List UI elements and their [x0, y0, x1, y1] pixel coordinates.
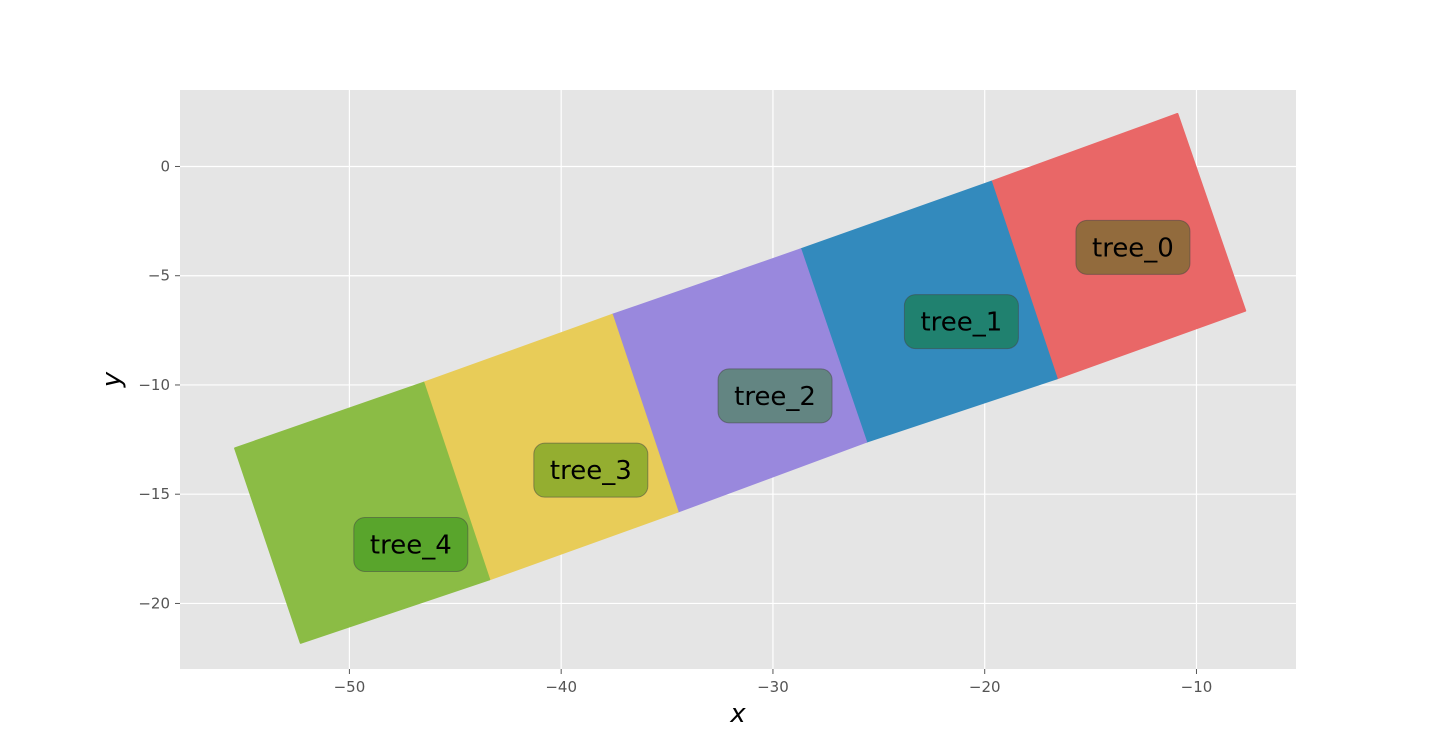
- region-tree_4: [234, 381, 491, 644]
- y-tick-label: −20: [138, 594, 170, 612]
- y-tick-label: −10: [138, 376, 170, 394]
- label-box: [1075, 219, 1191, 275]
- label-text: tree_2: [734, 382, 816, 412]
- y-axis-ticks: 0 −5 −10 −15 −20: [138, 157, 180, 612]
- label-tree_4: tree_4: [353, 516, 469, 572]
- label-box: [533, 442, 649, 498]
- y-tick-label: 0: [160, 157, 170, 175]
- label-tree_2: tree_2: [717, 368, 833, 424]
- label-text: tree_3: [550, 456, 632, 486]
- x-axis-ticks: −50 −40 −30 −20 −10: [334, 669, 1213, 696]
- x-tick-label: −10: [1181, 678, 1213, 696]
- x-tick-label: −40: [545, 678, 577, 696]
- label-box: [903, 294, 1019, 350]
- label-text: tree_4: [370, 530, 452, 560]
- label-text: tree_1: [920, 308, 1002, 338]
- x-axis-label: x: [729, 699, 746, 729]
- y-tick-label: −5: [148, 267, 170, 285]
- x-tick-label: −50: [334, 678, 366, 696]
- y-tick-label: −15: [138, 485, 170, 503]
- label-tree_3: tree_3: [533, 442, 649, 498]
- label-text: tree_0: [1092, 233, 1174, 263]
- label-box: [353, 516, 469, 572]
- label-box: [717, 368, 833, 424]
- tree-labels: tree_0 tree_1 tree_2 tree_3 tree_4: [353, 219, 1191, 572]
- y-axis-label: y: [97, 371, 127, 388]
- label-tree_1: tree_1: [903, 294, 1019, 350]
- x-tick-label: −20: [969, 678, 1001, 696]
- label-tree_0: tree_0: [1075, 219, 1191, 275]
- x-tick-label: −30: [757, 678, 789, 696]
